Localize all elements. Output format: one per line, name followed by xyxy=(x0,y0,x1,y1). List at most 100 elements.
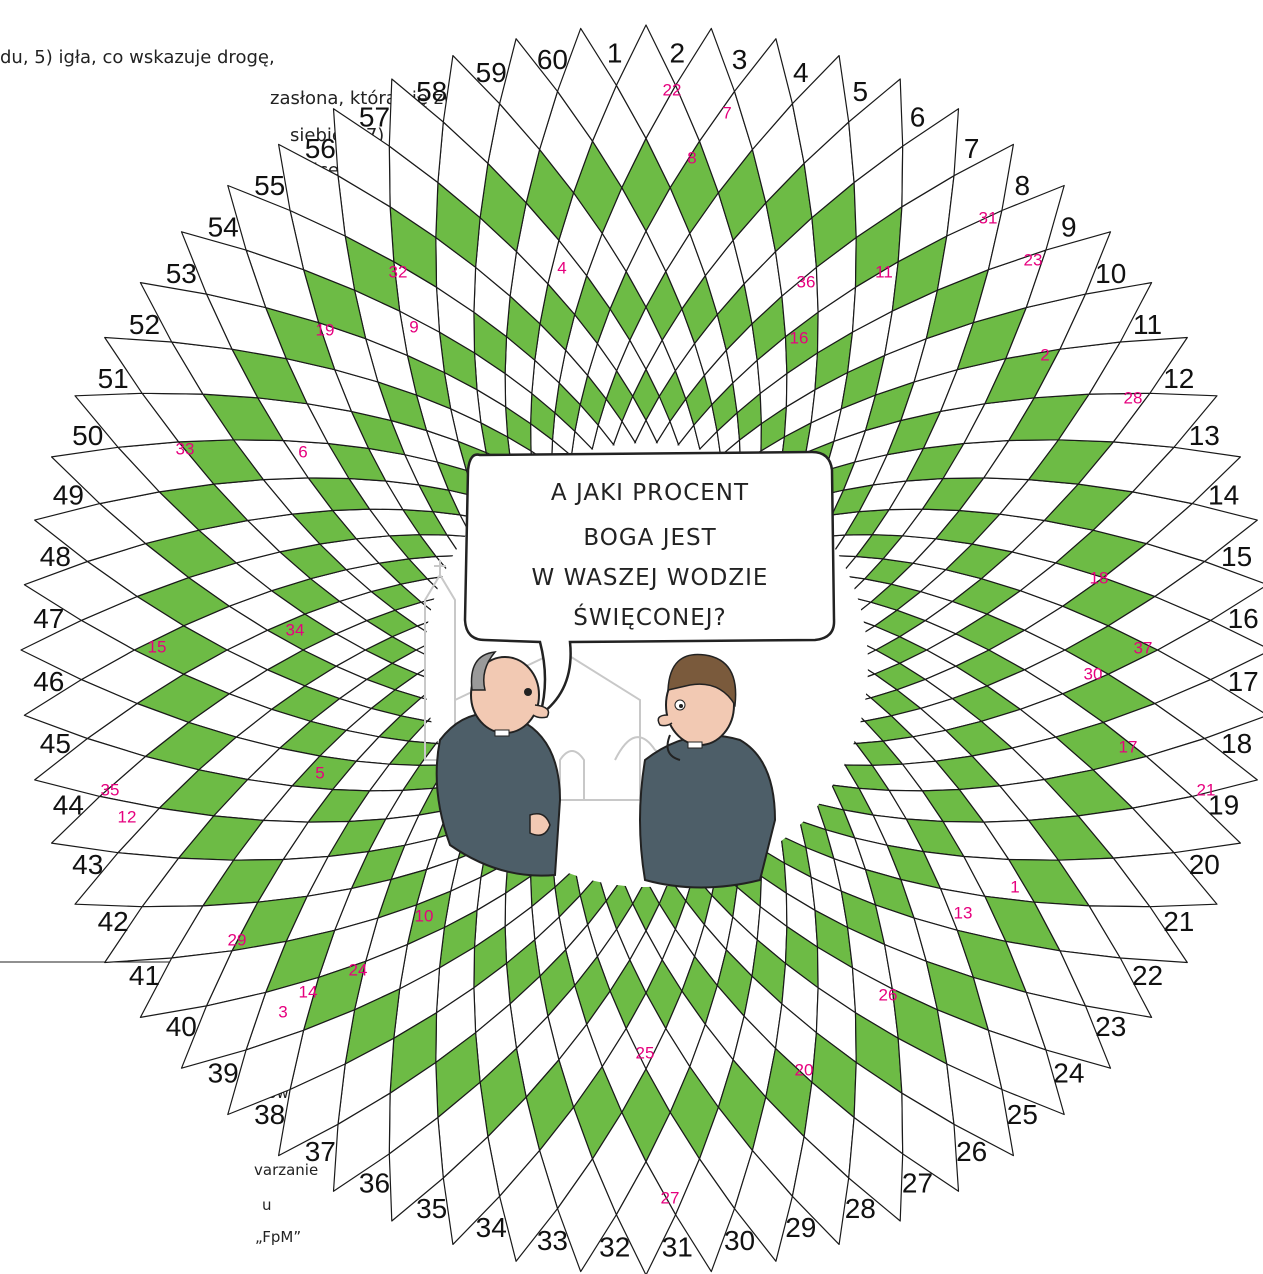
rim-number: 32 xyxy=(599,1232,630,1263)
rim-number: 52 xyxy=(129,309,160,340)
rim-number: 26 xyxy=(956,1136,987,1167)
clue-number: 2 xyxy=(1040,346,1049,365)
rim-number: 51 xyxy=(98,363,129,394)
rim-number: 30 xyxy=(724,1225,755,1256)
footnote-line: „FpM” xyxy=(255,1228,301,1246)
clue-number: 22 xyxy=(663,81,682,100)
rim-number: 35 xyxy=(416,1193,447,1224)
rim-number: 21 xyxy=(1163,906,1194,937)
rim-number: 15 xyxy=(1221,541,1252,572)
clue-number: 29 xyxy=(228,931,247,950)
rim-number: 17 xyxy=(1228,666,1259,697)
clue-number: 10 xyxy=(415,907,434,926)
rim-number: 57 xyxy=(359,102,390,133)
rim-number: 4 xyxy=(793,57,809,88)
clue-number: 36 xyxy=(797,273,816,292)
rim-number: 3 xyxy=(732,44,748,75)
clue-number: 28 xyxy=(1124,389,1143,408)
rim-number: 33 xyxy=(537,1225,568,1256)
text-line: du, 5) igła, co wskazuje drogę, xyxy=(0,47,275,68)
clue-number: 12 xyxy=(118,808,137,827)
rim-number: 2 xyxy=(670,37,686,68)
clue-number: 3 xyxy=(278,1003,287,1022)
rim-number: 43 xyxy=(72,849,103,880)
rim-number: 48 xyxy=(40,541,71,572)
rim-number: 38 xyxy=(254,1099,285,1130)
rim-number: 6 xyxy=(910,102,926,133)
rim-number: 1 xyxy=(607,37,623,68)
rim-number: 31 xyxy=(662,1232,693,1263)
rim-number: 46 xyxy=(33,666,64,697)
rim-number: 56 xyxy=(305,133,336,164)
rim-number: 18 xyxy=(1221,728,1252,759)
clue-number: 37 xyxy=(1134,639,1153,658)
rim-number: 47 xyxy=(33,603,64,634)
clue-number: 25 xyxy=(636,1044,655,1063)
clue-number: 23 xyxy=(1024,251,1043,270)
clue-number: 30 xyxy=(1084,665,1103,684)
rim-number: 36 xyxy=(359,1167,390,1198)
rim-number: 29 xyxy=(785,1212,816,1243)
clue-number: 15 xyxy=(148,638,167,657)
clue-number: 17 xyxy=(1119,738,1138,757)
clue-number: 19 xyxy=(316,321,335,340)
rim-number: 59 xyxy=(476,57,507,88)
rim-number: 14 xyxy=(1208,480,1239,511)
clue-number: 4 xyxy=(557,259,566,278)
rim-number: 20 xyxy=(1189,849,1220,880)
speech-line: W WASZEJ WODZIE xyxy=(532,565,769,591)
rim-number: 49 xyxy=(53,480,84,511)
rim-number: 28 xyxy=(845,1193,876,1224)
rim-number: 60 xyxy=(537,44,568,75)
clue-number: 16 xyxy=(790,329,809,348)
rim-number: 40 xyxy=(166,1011,197,1042)
clue-number: 34 xyxy=(286,621,305,640)
clue-number: 18 xyxy=(1090,569,1109,588)
clue-number: 35 xyxy=(101,781,120,800)
rim-number: 44 xyxy=(53,789,84,820)
rim-number: 55 xyxy=(254,170,285,201)
clue-number: 27 xyxy=(661,1189,680,1208)
clue-number: 33 xyxy=(176,440,195,459)
cartoon: A JAKI PROCENT BOGA JEST W WASZEJ WODZIE ŚW… xyxy=(424,443,868,888)
clue-number: 26 xyxy=(879,986,898,1005)
rim-number: 5 xyxy=(853,76,869,107)
rim-number: 53 xyxy=(166,258,197,289)
clue-number: 21 xyxy=(1197,781,1216,800)
clue-number: 24 xyxy=(349,961,368,980)
clue-number: 11 xyxy=(875,263,893,282)
clue-number: 5 xyxy=(315,764,324,783)
rim-number: 12 xyxy=(1163,363,1194,394)
clue-number: 32 xyxy=(389,263,408,282)
rim-number: 13 xyxy=(1189,420,1220,451)
rim-number: 10 xyxy=(1095,258,1126,289)
clue-number: 9 xyxy=(409,318,418,337)
rim-number: 11 xyxy=(1133,309,1162,340)
rim-number: 54 xyxy=(208,212,239,243)
clue-number: 13 xyxy=(954,904,973,923)
rim-number: 22 xyxy=(1132,960,1163,991)
clue-number: 14 xyxy=(299,983,318,1002)
speech-line: A JAKI PROCENT xyxy=(551,480,749,506)
rim-number: 7 xyxy=(964,133,980,164)
rim-number: 23 xyxy=(1095,1011,1126,1042)
rim-number: 45 xyxy=(40,728,71,759)
clue-number: 7 xyxy=(722,104,731,123)
rim-number: 42 xyxy=(98,906,129,937)
rim-number: 50 xyxy=(72,420,103,451)
footnote-line: u xyxy=(262,1196,272,1214)
speech-line: ŚWIĘCONEJ? xyxy=(573,603,727,631)
rim-number: 34 xyxy=(476,1212,507,1243)
rim-number: 24 xyxy=(1053,1057,1084,1088)
rim-number: 41 xyxy=(129,960,160,991)
speech-line: BOGA JEST xyxy=(583,525,716,551)
rim-number: 16 xyxy=(1228,603,1259,634)
clue-number: 6 xyxy=(298,443,307,462)
clue-number: 31 xyxy=(979,209,998,228)
clue-number: 1 xyxy=(1010,878,1019,897)
clue-number: 20 xyxy=(795,1061,814,1080)
rim-number: 39 xyxy=(208,1057,239,1088)
rim-number: 25 xyxy=(1007,1099,1038,1130)
page: du, 5) igła, co wskazuje drogę,zasłona, … xyxy=(0,0,1263,1274)
rim-number: 58 xyxy=(416,76,447,107)
